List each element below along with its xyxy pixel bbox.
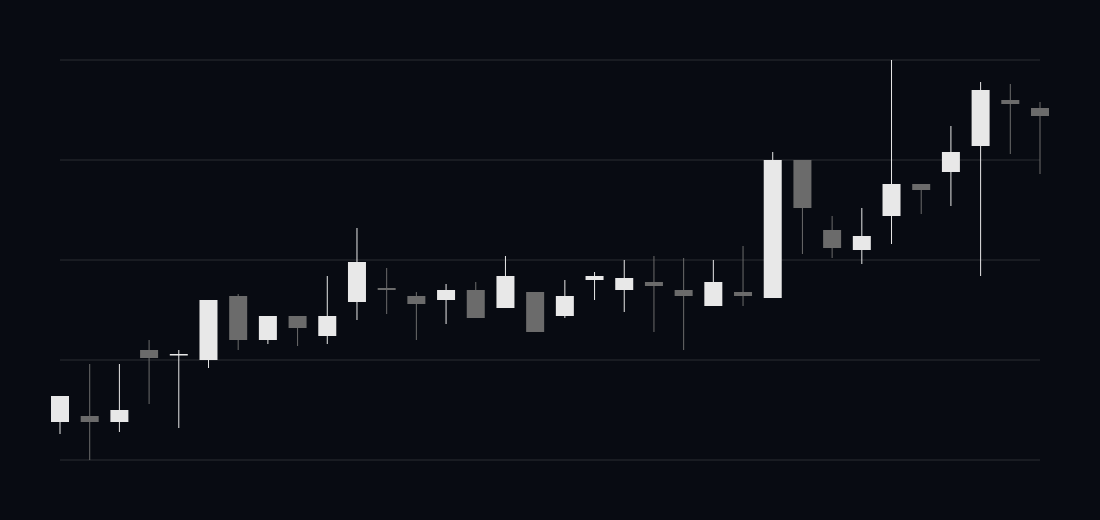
candle-body (229, 296, 248, 340)
candle-body (555, 296, 574, 316)
candle-body (437, 290, 456, 300)
candle-body (763, 160, 782, 298)
candle-body (347, 262, 366, 302)
candle-body (496, 276, 515, 308)
candle-body (793, 160, 812, 208)
candle-body (882, 184, 901, 216)
candle-body (852, 236, 871, 250)
candle-body (704, 282, 723, 306)
candle-body (912, 184, 931, 190)
candle-body (526, 292, 545, 332)
candle-body (51, 396, 69, 422)
candle-body (80, 416, 99, 422)
candle-body (199, 300, 218, 360)
candle-body (615, 278, 634, 290)
candle-body (644, 282, 663, 286)
candle-body (971, 90, 990, 146)
candle-body (110, 410, 129, 422)
candle-body (377, 288, 396, 290)
candle-body (674, 290, 693, 296)
candle-body (258, 316, 277, 340)
candle-body (288, 316, 307, 328)
candle-body (941, 152, 960, 172)
candle-body (585, 276, 604, 280)
candle-body (1031, 108, 1049, 116)
candle-body (318, 316, 337, 336)
candle-body (466, 290, 485, 318)
candle-body (734, 292, 753, 296)
candle-body (407, 296, 426, 304)
candle-body (169, 354, 188, 356)
candle-body (823, 230, 842, 248)
candle-body (140, 350, 159, 358)
candle-body (1001, 100, 1020, 104)
